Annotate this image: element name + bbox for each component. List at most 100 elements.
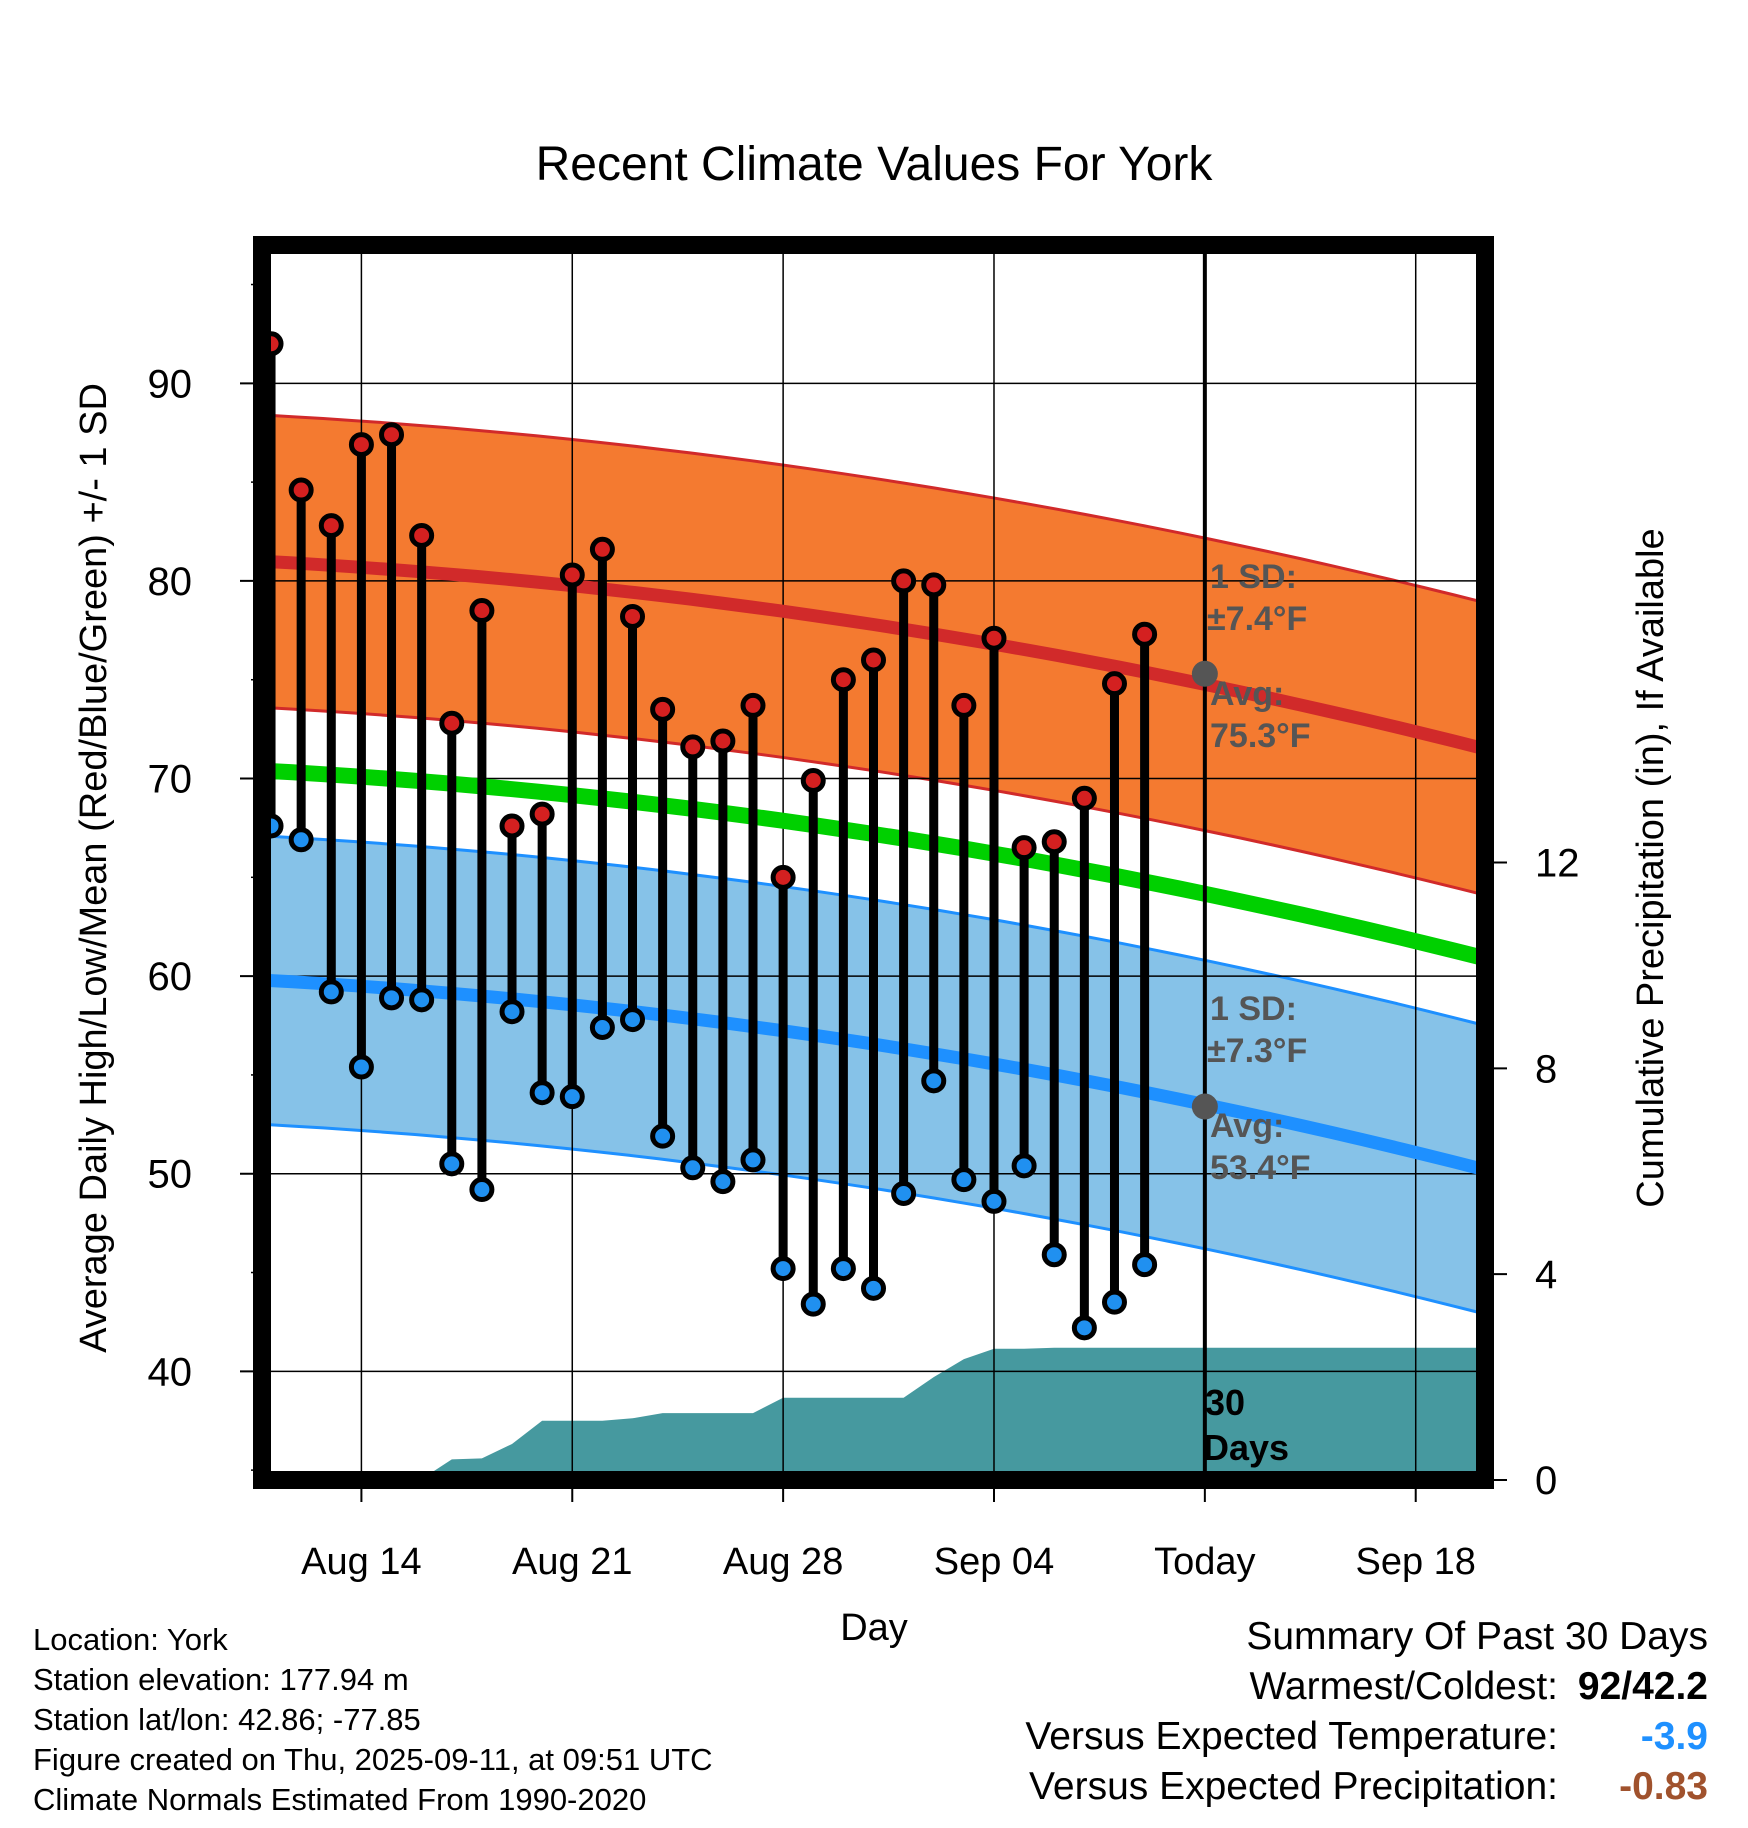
high-point-21 (891, 568, 917, 594)
normals-text: Climate Normals Estimated From 1990-2020 (33, 1782, 647, 1817)
high-point-3 (348, 432, 374, 458)
low-point-28 (1101, 1289, 1127, 1315)
elevation-text: Station elevation: 177.94 m (33, 1662, 409, 1697)
high-point-26 (1041, 829, 1067, 855)
chart-title: Recent Climate Values For York (536, 138, 1214, 191)
y2-axis-label: Cumulative Precipitation (in), If Availa… (1630, 528, 1672, 1207)
high-point-19 (830, 667, 856, 693)
annotations: 1 SD: ±7.4°F Avg: 75.3°F 1 SD: ±7.3°F Av… (1203, 558, 1311, 1468)
low-point-1 (288, 827, 314, 853)
today-low-avg-dot (1191, 1093, 1218, 1120)
low-point-3 (348, 1054, 374, 1080)
y-tick-label-1: 50 (148, 1153, 193, 1197)
low-point-13 (650, 1123, 676, 1149)
low-point-9 (529, 1080, 555, 1106)
low-point-6 (439, 1151, 465, 1177)
low-sd-label-line2: ±7.3°F (1207, 1032, 1307, 1070)
high-point-29 (1132, 621, 1158, 647)
high-point-8 (499, 813, 525, 839)
low-point-15 (710, 1169, 736, 1195)
low-point-8 (499, 999, 525, 1025)
y2-tick-label-1: 4 (1535, 1253, 1557, 1297)
high-point-22 (921, 572, 947, 598)
precip-label: Versus Expected Precipitation: (1029, 1765, 1558, 1808)
high-point-14 (680, 734, 706, 760)
high-point-10 (559, 562, 585, 588)
high-point-4 (379, 422, 405, 448)
high-sd-label-line2: ±7.4°F (1207, 600, 1307, 638)
high-point-15 (710, 728, 736, 754)
low-point-11 (589, 1014, 615, 1040)
temp-label: Versus Expected Temperature: (1025, 1715, 1558, 1758)
high-point-20 (861, 647, 886, 673)
summary-title: Summary Of Past 30 Days (1246, 1615, 1708, 1658)
y2-tick-label-2: 8 (1535, 1047, 1557, 1091)
y-tick-label-2: 60 (148, 955, 193, 999)
low-point-29 (1132, 1252, 1158, 1278)
precip-value: -0.83 (1619, 1765, 1708, 1808)
high-point-28 (1101, 671, 1127, 697)
summary-temp-row: Versus Expected Temperature: -3.9 (1025, 1712, 1708, 1762)
low-point-14 (680, 1155, 706, 1181)
high-point-17 (770, 864, 796, 890)
today-marker-group (1191, 245, 1218, 1480)
high-point-6 (439, 710, 465, 736)
temp-value: -3.9 (1640, 1715, 1708, 1758)
x-axis-label: Day (840, 1607, 908, 1649)
low-point-22 (921, 1068, 947, 1094)
low-avg-label-line2: 53.4°F (1210, 1149, 1311, 1187)
high-point-12 (620, 603, 646, 629)
low-point-27 (1071, 1315, 1097, 1341)
created-text: Figure created on Thu, 2025-09-11, at 09… (33, 1742, 713, 1777)
station-info: Location: York Station elevation: 177.94… (33, 1620, 713, 1820)
low-point-19 (830, 1256, 856, 1282)
high-point-9 (529, 801, 555, 827)
low-sd-label-line1: 1 SD: (1210, 990, 1297, 1028)
y2-tick-label-3: 12 (1535, 842, 1580, 886)
high-point-1 (288, 477, 314, 503)
low-point-16 (740, 1147, 766, 1173)
y-tick-label-5: 90 (148, 362, 193, 406)
latlon-text: Station lat/lon: 42.86; -77.85 (33, 1702, 421, 1737)
observation-bars (258, 331, 1158, 1341)
low-point-4 (379, 985, 405, 1011)
x-tick-label-5: Sep 18 (1355, 1541, 1475, 1583)
low-point-25 (1011, 1153, 1037, 1179)
x-tick-label-4: Today (1154, 1541, 1255, 1583)
high-avg-label-line1: Avg: (1210, 675, 1284, 713)
low-point-7 (469, 1177, 495, 1203)
summary-warm-cold-row: Warmest/Coldest: 92/42.2 (1025, 1662, 1708, 1712)
low-point-23 (951, 1167, 977, 1193)
low-point-2 (318, 979, 344, 1005)
high-point-7 (469, 598, 495, 624)
window-label-line2: Days (1203, 1427, 1289, 1468)
y-axis-label: Average Daily High/Low/Mean (Red/Blue/Gr… (73, 383, 115, 1353)
x-tick-label-2: Aug 28 (723, 1541, 843, 1583)
high-average-line (261, 554, 1487, 756)
warm-cold-label: Warmest/Coldest: (1249, 1665, 1558, 1708)
low-avg-label-line1: Avg: (1210, 1107, 1284, 1145)
today-high-avg-dot (1191, 660, 1218, 687)
y-tick-label-3: 70 (148, 758, 193, 802)
high-avg-label-line2: 75.3°F (1210, 717, 1311, 755)
location-text: Location: York (33, 1622, 228, 1657)
x-tick-label-1: Aug 21 (512, 1541, 632, 1583)
low-point-20 (861, 1275, 886, 1301)
high-point-27 (1071, 785, 1097, 811)
high-point-18 (800, 767, 826, 793)
low-point-26 (1041, 1242, 1067, 1268)
high-point-2 (318, 513, 344, 539)
low-point-24 (981, 1188, 1007, 1214)
low-point-10 (559, 1084, 585, 1110)
high-point-11 (589, 536, 615, 562)
low-point-5 (409, 987, 435, 1013)
y-tick-label-4: 80 (148, 560, 193, 604)
window-label-line1: 30 (1205, 1382, 1245, 1423)
low-point-12 (620, 1007, 646, 1033)
high-point-5 (409, 522, 435, 548)
high-band-upper-edge (261, 413, 1486, 605)
high-point-13 (650, 696, 676, 722)
warm-cold-value: 92/42.2 (1577, 1665, 1708, 1708)
